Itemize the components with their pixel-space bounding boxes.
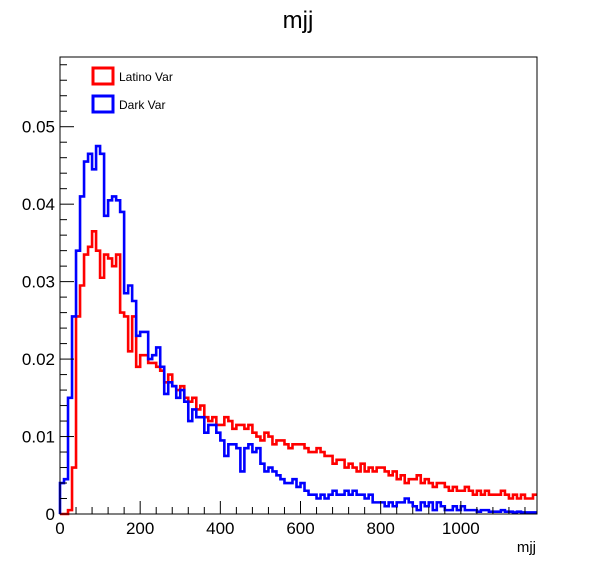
series-layer (58, 144, 537, 516)
y-tick-label: 0.03 (22, 273, 55, 292)
x-tick-label: 600 (286, 519, 314, 538)
y-tick-label: 0.05 (22, 118, 55, 137)
chart-title: mjj (283, 7, 314, 34)
x-tick-label: 0 (55, 519, 64, 538)
plot-frame (59, 56, 538, 515)
legend-swatch-dark (91, 94, 115, 114)
x-axis-title: mjj (517, 539, 536, 556)
y-tick-label: 0 (46, 505, 55, 524)
series-line-dark-var (58, 144, 537, 514)
legend-label-dark: Dark Var (119, 98, 165, 112)
x-tick-label: 400 (206, 519, 234, 538)
x-tick-label: 1000 (442, 519, 480, 538)
y-tick-label: 0.02 (22, 350, 55, 369)
legend: Latino Var Dark Var (91, 66, 173, 114)
axes-layer: 0 200 400 600 800 1000 0 0.01 0.02 0.03 0.04 0.05 (22, 64, 526, 538)
legend-label-latino: Latino Var (119, 70, 173, 84)
x-tick-label: 800 (366, 519, 394, 538)
x-tick-label: 200 (126, 519, 154, 538)
legend-swatch-latino (91, 66, 115, 86)
series-line-latino-var (60, 229, 537, 516)
y-tick-label: 0.04 (22, 195, 55, 214)
y-tick-label: 0.01 (22, 428, 55, 447)
